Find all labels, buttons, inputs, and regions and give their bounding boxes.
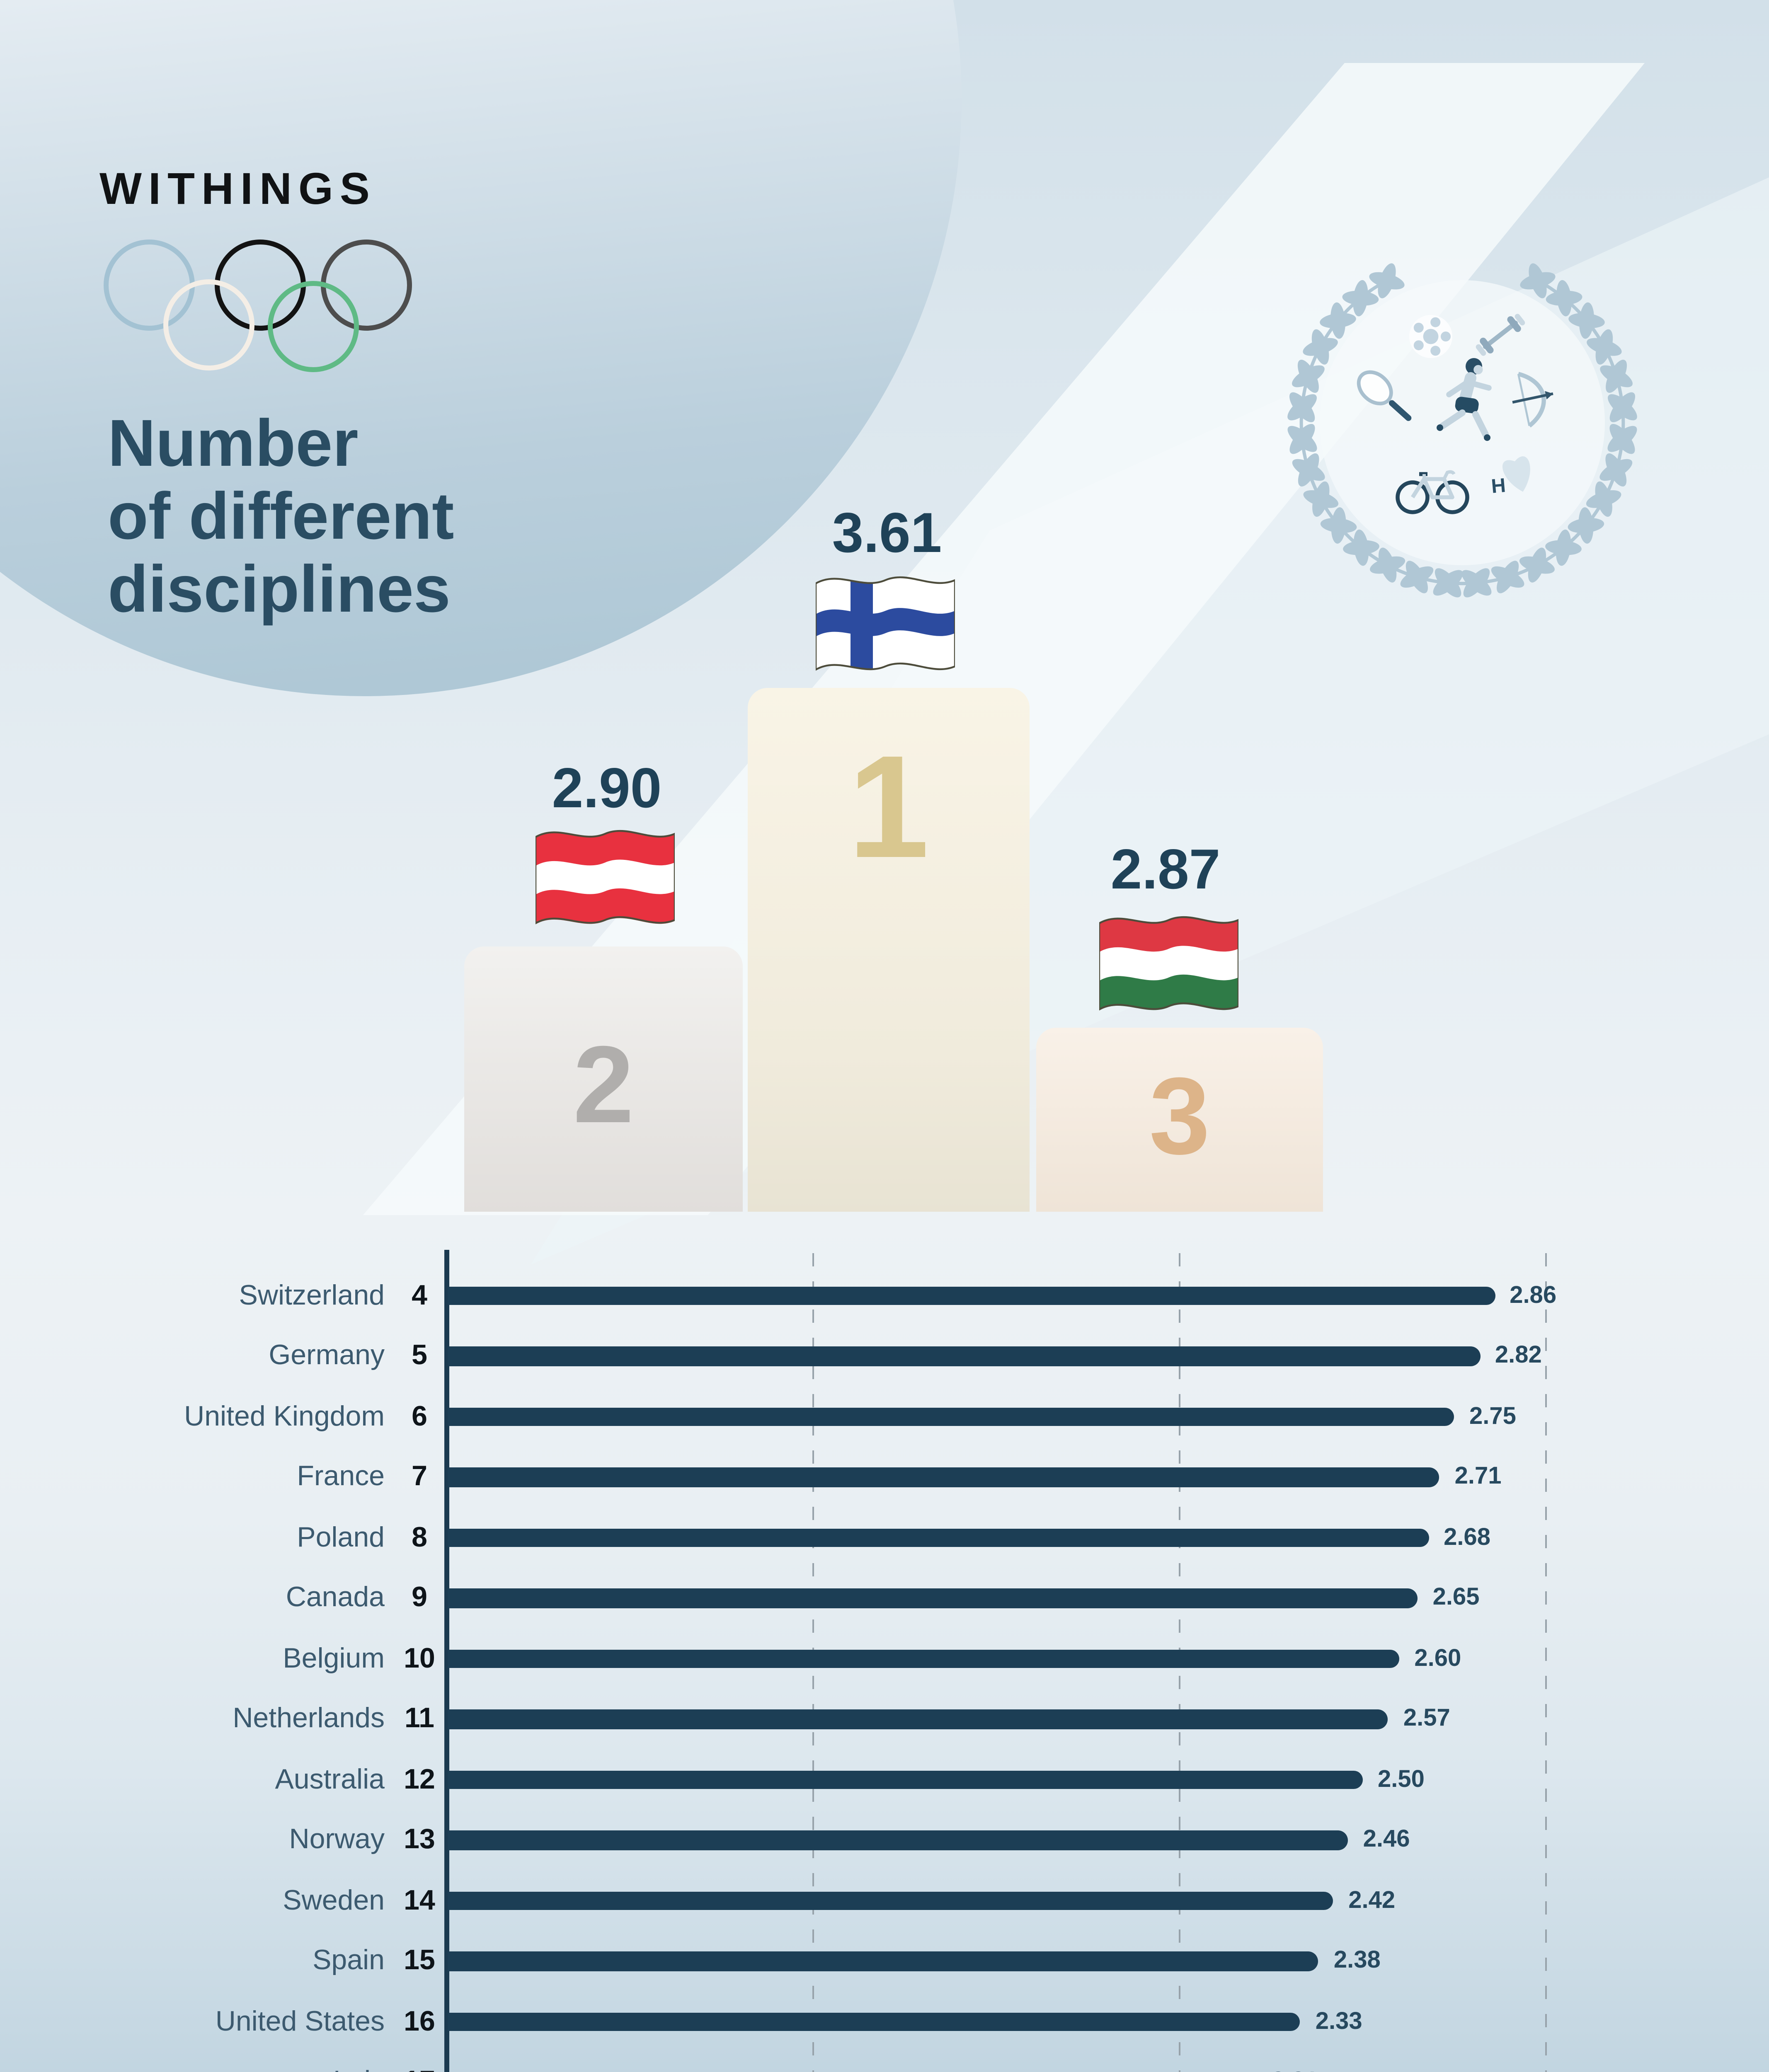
rank-label: 5 xyxy=(412,1339,427,1371)
value-label: 2.46 xyxy=(1363,1827,1410,1853)
dumbbell-icon xyxy=(1476,314,1525,356)
value-label: 2.75 xyxy=(1469,1403,1516,1430)
tennis-racket-icon xyxy=(1357,370,1412,421)
bar-norway xyxy=(447,1830,1348,1849)
rank-label: 7 xyxy=(412,1460,427,1492)
value-label: 2.65 xyxy=(1432,1585,1480,1611)
country-label: Canada xyxy=(286,1581,385,1613)
laurel-wreath-icon: H xyxy=(1287,263,1637,598)
rank-label: 9 xyxy=(412,1581,427,1613)
chart-row: Italy 17 2.21 xyxy=(0,2052,1769,2072)
chart-row: Netherlands 11 2.57 xyxy=(0,1689,1769,1749)
country-label: Spain xyxy=(313,1944,385,1976)
rank-label: 6 xyxy=(412,1400,427,1431)
bar-sweden xyxy=(447,1891,1334,1910)
bar-switzerland xyxy=(447,1286,1495,1305)
podium-block-third: 3 xyxy=(1036,1028,1323,1212)
country-label: Norway xyxy=(289,1823,385,1855)
podium-rank-3: 3 xyxy=(1149,1054,1210,1177)
rank-label: 17 xyxy=(395,2065,444,2072)
chart-row: France 7 2.71 xyxy=(0,1447,1769,1507)
bow-and-arrow-icon xyxy=(1512,372,1553,428)
svg-text:H: H xyxy=(1490,474,1507,498)
country-label: Netherlands xyxy=(233,1702,385,1734)
podium-block-first: 1 xyxy=(748,688,1030,1212)
value-label: 2.38 xyxy=(1333,1948,1381,1974)
podium-value-first: 3.61 xyxy=(832,502,942,565)
bar-spain xyxy=(447,1951,1319,1970)
country-label: France xyxy=(297,1460,385,1492)
country-label: Switzerland xyxy=(239,1279,385,1310)
bar-france xyxy=(447,1467,1440,1486)
podium-rank-2: 2 xyxy=(573,1023,634,1145)
chart-row: Switzerland 4 2.86 xyxy=(0,1266,1769,1325)
chart-row: Norway 13 2.46 xyxy=(0,1810,1769,1870)
rank-label: 15 xyxy=(404,1944,435,1976)
country-label: Belgium xyxy=(283,1642,385,1673)
bar-united-states xyxy=(447,2012,1301,2031)
value-label: 2.82 xyxy=(1495,1343,1542,1369)
country-label: Germany xyxy=(269,1339,385,1371)
austria-flag-icon xyxy=(534,825,676,928)
soccer-ball-icon xyxy=(1409,315,1452,358)
hungary-flag-icon xyxy=(1098,912,1240,1014)
chart-row: Canada 9 2.65 xyxy=(0,1568,1769,1628)
page-title: Number of different disciplines xyxy=(108,408,454,627)
title-line-3: disciplines xyxy=(108,554,451,627)
rank-label: 12 xyxy=(404,1763,435,1794)
value-label: 2.68 xyxy=(1444,1524,1490,1551)
country-label: United States xyxy=(215,2005,385,2036)
value-label: 2.86 xyxy=(1510,1282,1557,1309)
title-line-1: Number xyxy=(108,408,359,481)
chart-row: Australia 12 2.50 xyxy=(0,1750,1769,1809)
value-label: 2.33 xyxy=(1315,2008,1362,2035)
rank-label: 4 xyxy=(412,1279,427,1310)
bar-netherlands xyxy=(447,1709,1389,1728)
withings-logo: WITHINGS xyxy=(99,164,376,214)
bar-belgium xyxy=(447,1649,1400,1668)
value-label: 2.57 xyxy=(1403,1706,1450,1732)
rank-label: 13 xyxy=(404,1823,435,1855)
olympic-rings-icon xyxy=(104,240,412,372)
value-label: 2.60 xyxy=(1414,1645,1461,1672)
podium-rank-1: 1 xyxy=(848,724,929,888)
gridline-3 xyxy=(1545,1253,1547,2072)
country-label: Italy xyxy=(0,2065,385,2072)
rank-label: 10 xyxy=(404,1642,435,1673)
chart-row: Germany 5 2.82 xyxy=(0,1326,1769,1386)
bar-united-kingdom xyxy=(447,1407,1454,1426)
bar-germany xyxy=(447,1346,1480,1365)
country-label: United Kingdom xyxy=(184,1400,385,1431)
bar-australia xyxy=(447,1770,1363,1789)
bar-poland xyxy=(447,1528,1429,1547)
chart-row: Spain 15 2.38 xyxy=(0,1931,1769,1991)
podium-block-second: 2 xyxy=(464,946,743,1212)
rank-label: 11 xyxy=(405,1702,434,1734)
podium-value-third: 2.87 xyxy=(1110,839,1221,902)
rank-label: 16 xyxy=(404,2005,435,2036)
country-label: Poland xyxy=(297,1521,385,1552)
chart-row: United States 16 2.33 xyxy=(0,1992,1769,2051)
bar-canada xyxy=(447,1588,1418,1607)
chart-row: Belgium 10 2.60 xyxy=(0,1629,1769,1688)
runner-icon xyxy=(1437,358,1492,441)
value-label: 2.50 xyxy=(1378,1766,1425,1793)
country-label: Australia xyxy=(275,1763,385,1794)
chart-row: United Kingdom 6 2.75 xyxy=(0,1387,1769,1446)
value-label: 2.42 xyxy=(1348,1887,1396,1914)
chart-row: Sweden 14 2.42 xyxy=(0,1871,1769,1930)
title-line-2: of different xyxy=(108,481,454,554)
value-label: 2.71 xyxy=(1454,1464,1502,1490)
value-label: 2.21 xyxy=(1272,2069,1318,2072)
rank-label: 14 xyxy=(404,1884,435,1915)
chart-row: Poland 8 2.68 xyxy=(0,1508,1769,1567)
country-label: Sweden xyxy=(283,1884,385,1915)
rank-label: 8 xyxy=(412,1521,427,1552)
podium-value-second: 2.90 xyxy=(552,758,662,821)
bicycle-icon xyxy=(1396,470,1469,514)
heart-icon: H xyxy=(1490,456,1530,498)
